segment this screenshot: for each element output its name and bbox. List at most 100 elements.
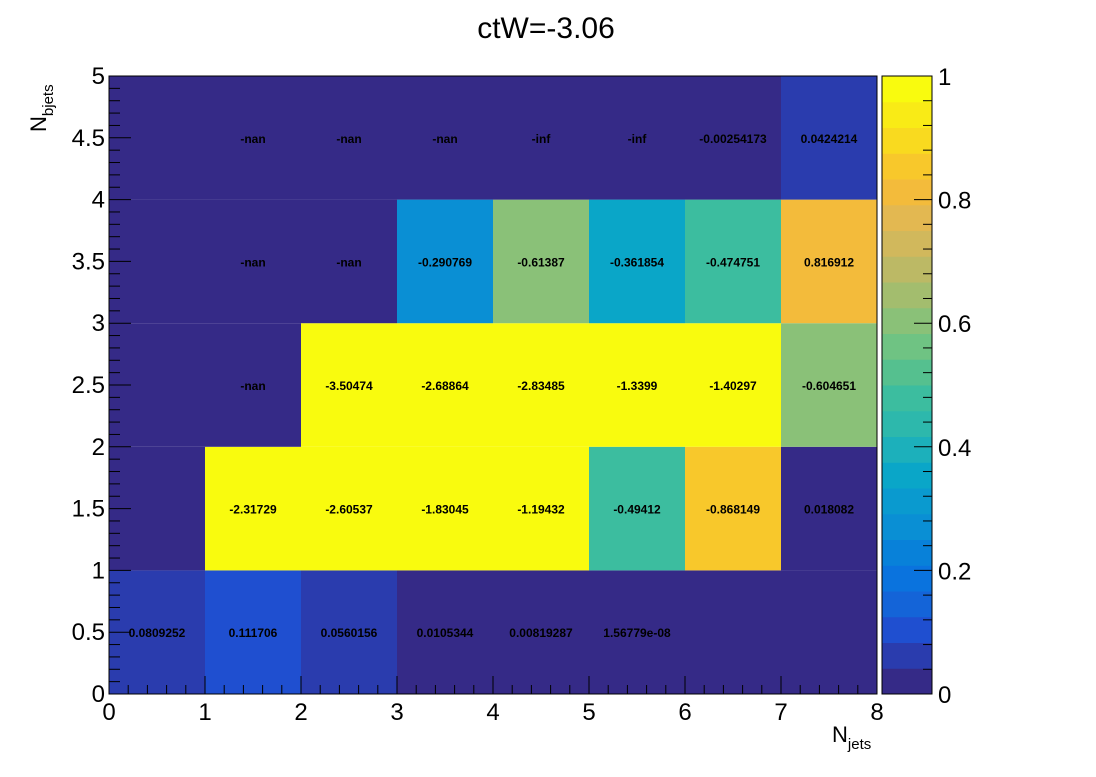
cell-value-label: -0.474751 [706, 255, 760, 269]
heatmap-cell [589, 446, 685, 571]
cell-value-label: -nan [432, 132, 457, 146]
heatmap-cell [205, 76, 301, 200]
colorbar: 0 0.2 0.4 0.6 0.8 1 [881, 64, 971, 709]
colorbar-bin [882, 153, 932, 180]
cell-value-label: 0.00819287 [509, 626, 573, 640]
colorbar-bin [882, 488, 932, 515]
heatmap-cell [685, 446, 781, 571]
x-tick-label: 6 [678, 699, 691, 726]
cell-value-label: -0.00254173 [699, 132, 767, 146]
cell-value-label: -1.83045 [421, 503, 469, 517]
colorbar-bin [882, 230, 932, 257]
colorbar-bin [882, 565, 932, 592]
colorbar-bin [882, 179, 932, 206]
x-axis-title: Njets [832, 722, 871, 753]
cell-value-label: -inf [628, 132, 648, 146]
cell-value-label: 0.111706 [229, 626, 278, 640]
y-tick-label: 4 [92, 187, 105, 214]
colorbar-bin [882, 539, 932, 566]
colorbar-tick-label: 0.2 [938, 558, 971, 585]
cell-value-label: -0.61387 [517, 255, 565, 269]
cell-value-label: 0.0809252 [129, 626, 186, 640]
heatmap-cell [301, 199, 397, 324]
heatmap-cell [397, 76, 493, 200]
y-tick-label: 2 [92, 434, 105, 461]
cell-value-label: -2.31729 [229, 503, 277, 517]
cell-value-label: -inf [532, 132, 552, 146]
y-tick-label: 2.5 [72, 372, 105, 399]
heatmap-cell [205, 323, 301, 447]
colorbar-tick-label: 0 [938, 682, 951, 709]
heatmap-cells [109, 76, 877, 694]
x-tick-label: 3 [390, 699, 403, 726]
cell-value-label: -0.49412 [613, 503, 661, 517]
y-tick-label: 3.5 [72, 248, 105, 275]
heatmap-cell [493, 570, 589, 694]
colorbar-bin [882, 462, 932, 489]
colorbar-bin [882, 668, 932, 695]
heatmap-cell [493, 76, 589, 200]
colorbar-bin [882, 256, 932, 283]
colorbar-tick-label: 0.6 [938, 311, 971, 338]
cell-value-label: 0.0560156 [321, 626, 378, 640]
heatmap-cell [781, 323, 877, 447]
x-tick-label: 8 [870, 699, 883, 726]
heatmap-cell [685, 76, 781, 200]
heatmap-cell [205, 570, 301, 694]
heatmap-cell [301, 76, 397, 200]
x-tick-label: 0 [102, 699, 115, 726]
colorbar-bin [882, 101, 932, 128]
heatmap-cell [397, 446, 493, 571]
cell-value-label: -1.3399 [617, 379, 658, 393]
heatmap-cell [781, 199, 877, 324]
cell-value-label: -0.868149 [706, 503, 760, 517]
heatmap-cell [397, 199, 493, 324]
colorbar-bin [882, 127, 932, 154]
heatmap-cell [397, 323, 493, 447]
cell-value-label: 0.0105344 [417, 626, 474, 640]
x-axis-title-sub: jets [847, 736, 871, 753]
heatmap-cell [493, 199, 589, 324]
colorbar-bin [882, 76, 932, 103]
cell-value-label: 0.0424214 [801, 132, 858, 146]
heatmap-cell [205, 199, 301, 324]
heatmap-cell [493, 323, 589, 447]
cell-value-label: -2.83485 [517, 379, 565, 393]
colorbar-bin [882, 436, 932, 463]
axes: 0 1 2 3 4 5 6 7 8 0 0.5 1 1.5 2 2.5 3 3.5 4 4.5 5 [72, 63, 884, 726]
y-axis-title-sub: bjets [40, 84, 57, 116]
colorbar-tick-label: 0.4 [938, 435, 971, 462]
cell-value-label: -nan [240, 132, 265, 146]
cell-value-label: 0.816912 [804, 255, 854, 269]
heatmap-cell [589, 323, 685, 447]
heatmap-cell [493, 446, 589, 571]
colorbar-bin [882, 333, 932, 360]
cell-value-label: -nan [336, 132, 361, 146]
colorbar-bin [882, 410, 932, 437]
chart-title: ctW=-3.06 [477, 12, 615, 45]
y-axis-title: Nbjets [26, 84, 57, 132]
heatmap-cell [781, 76, 877, 200]
x-tick-label: 4 [486, 699, 499, 726]
colorbar-bin [882, 204, 932, 231]
colorbar-bin [882, 307, 932, 334]
cell-value-label: 0.018082 [804, 503, 854, 517]
heatmap-cell [301, 446, 397, 571]
cell-labels: 0.0809252 0.111706 0.0560156 0.0105344 0.008… [129, 132, 858, 640]
heatmap-cell [781, 446, 877, 571]
cell-value-label: -1.40297 [709, 379, 757, 393]
colorbar-bin [882, 642, 932, 669]
cell-value-label: -0.361854 [610, 255, 664, 269]
y-tick-label: 1.5 [72, 496, 105, 523]
x-tick-label: 7 [774, 699, 787, 726]
cell-value-label: -2.60537 [325, 503, 373, 517]
cell-value-label: 1.56779e-08 [603, 626, 671, 640]
colorbar-bin [882, 513, 932, 540]
heatmap-cell [781, 570, 877, 694]
y-tick-label: 0 [92, 681, 105, 708]
colorbar-tick-label: 0.8 [938, 188, 971, 215]
heatmap-cell [685, 323, 781, 447]
heatmap-cell [301, 570, 397, 694]
cell-value-label: -1.19432 [517, 503, 565, 517]
